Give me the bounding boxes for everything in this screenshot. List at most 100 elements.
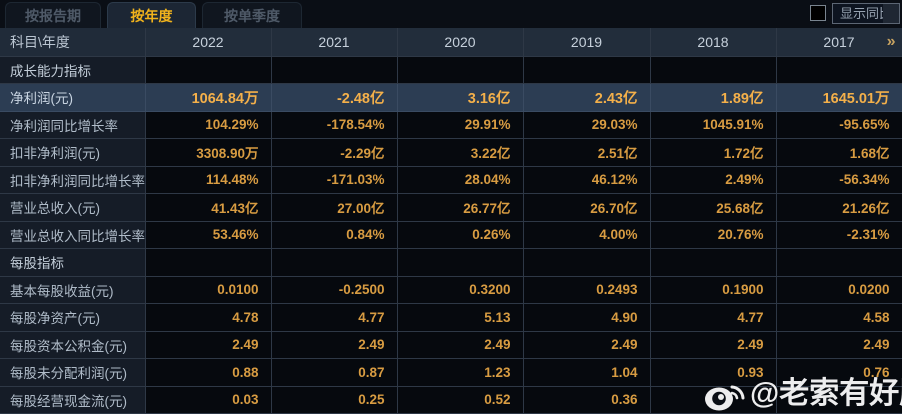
value-cell: 0.3200 bbox=[397, 276, 524, 304]
table-row: 营业总收入同比增长率 53.46% 0.84% 0.26% 4.00% 20.76% -2.… bbox=[0, 221, 902, 249]
value-cell: -2.48亿 bbox=[271, 83, 398, 112]
value-cell bbox=[776, 248, 902, 277]
value-cell: 0.88 bbox=[145, 358, 272, 387]
year-label: 2018 bbox=[697, 33, 729, 50]
value-cell: 114.48% bbox=[145, 166, 272, 194]
row-label: 净利润(元) bbox=[0, 83, 146, 112]
value-cell: 1.89亿 bbox=[650, 83, 777, 112]
tab-by-quarter[interactable]: 按单季度 bbox=[202, 2, 302, 28]
year-label: 2019 bbox=[570, 33, 603, 50]
value-cell: 0.26% bbox=[397, 221, 524, 249]
value-cell: -56.34% bbox=[776, 166, 902, 194]
value-cell bbox=[776, 56, 902, 84]
value-cell: 21.26亿 bbox=[776, 193, 902, 222]
section-label: 成长能力指标 bbox=[0, 56, 146, 84]
value-cell: -0.2500 bbox=[271, 276, 398, 304]
table-row: 扣非净利润(元) 3308.90万 -2.29亿 3.22亿 2.51亿 1.72亿 1.6… bbox=[0, 138, 902, 167]
value-cell: 5.13 bbox=[397, 303, 524, 332]
value-cell: 0.87 bbox=[271, 358, 398, 387]
value-cell: 0.93 bbox=[650, 358, 777, 387]
value-cell: 2.49 bbox=[650, 331, 777, 359]
value-cell: 0.1900 bbox=[650, 276, 777, 304]
value-cell: 1.72亿 bbox=[650, 138, 777, 167]
value-cell: 1064.84万 bbox=[145, 83, 272, 112]
value-cell: 26.77亿 bbox=[397, 193, 524, 222]
value-cell: 1045.91% bbox=[650, 111, 777, 139]
table-row: 扣非净利润同比增长率 114.48% -171.03% 28.04% 46.12% 2.4… bbox=[0, 166, 902, 194]
value-cell: 2.51亿 bbox=[523, 138, 651, 167]
value-cell bbox=[523, 56, 651, 84]
value-cell: 3.16亿 bbox=[397, 83, 524, 112]
value-cell bbox=[650, 56, 777, 84]
year-column-header: 2017 » bbox=[776, 28, 902, 57]
year-column-header: 2019 bbox=[523, 28, 651, 57]
value-cell: 2.49 bbox=[523, 331, 651, 359]
value-cell: 2.49 bbox=[776, 331, 902, 359]
show-yoy-button[interactable]: 显示同比 bbox=[832, 3, 900, 24]
show-yoy-checkbox[interactable] bbox=[810, 5, 826, 21]
value-cell: 1.04 bbox=[523, 358, 651, 387]
year-label: 2022 bbox=[192, 33, 224, 50]
value-cell: 3.22亿 bbox=[397, 138, 524, 167]
corner-header: 科目\年度 bbox=[0, 28, 146, 57]
value-cell: 28.04% bbox=[397, 166, 524, 194]
value-cell: 4.77 bbox=[271, 303, 398, 332]
section-label: 每股指标 bbox=[0, 248, 146, 277]
value-cell: 4.58 bbox=[776, 303, 902, 332]
value-cell: 2.49 bbox=[145, 331, 272, 359]
value-cell: -178.54% bbox=[271, 111, 398, 139]
value-cell bbox=[145, 248, 272, 277]
value-cell bbox=[145, 56, 272, 84]
table-row: 净利润(元) 1064.84万 -2.48亿 3.16亿 2.43亿 1.89亿 1645.… bbox=[0, 83, 902, 112]
table-row: 净利润同比增长率 104.29% -178.54% 29.91% 29.03% 1045.… bbox=[0, 111, 902, 139]
value-cell: 0.84% bbox=[271, 221, 398, 249]
value-cell bbox=[397, 56, 524, 84]
table-row: 营业总收入(元) 41.43亿 27.00亿 26.77亿 26.70亿 25.68亿 21… bbox=[0, 193, 902, 222]
table-row: 每股净资产(元) 4.78 4.77 5.13 4.90 4.77 4.58 bbox=[0, 303, 902, 332]
value-cell: 0.2493 bbox=[523, 276, 651, 304]
value-cell bbox=[271, 248, 398, 277]
value-cell: 29.91% bbox=[397, 111, 524, 139]
value-cell: 20.76% bbox=[650, 221, 777, 249]
row-label: 每股净资产(元) bbox=[0, 303, 146, 332]
value-cell: 2.43亿 bbox=[523, 83, 651, 112]
row-label: 扣非净利润同比增长率 bbox=[0, 166, 146, 194]
value-cell: 2.49 bbox=[271, 331, 398, 359]
value-cell: 1.68亿 bbox=[776, 138, 902, 167]
value-cell: 4.77 bbox=[650, 303, 777, 332]
value-cell: 2.49 bbox=[397, 331, 524, 359]
year-label: 2020 bbox=[444, 33, 476, 50]
value-cell: 0.0200 bbox=[776, 276, 902, 304]
tab-by-year[interactable]: 按年度 bbox=[107, 2, 196, 28]
value-cell: -171.03% bbox=[271, 166, 398, 194]
value-cell: 0.03 bbox=[145, 386, 272, 414]
value-cell: 25.68亿 bbox=[650, 193, 777, 222]
value-cell: 2.49% bbox=[650, 166, 777, 194]
value-cell bbox=[650, 248, 777, 277]
row-label: 每股经营现金流(元) bbox=[0, 386, 146, 414]
table-row: 基本每股收益(元) 0.0100 -0.2500 0.3200 0.2493 0.1900… bbox=[0, 276, 902, 304]
table-row: 每股资本公积金(元) 2.49 2.49 2.49 2.49 2.49 2.49 bbox=[0, 331, 902, 359]
value-cell: 1645.01万 bbox=[776, 83, 902, 112]
row-label: 扣非净利润(元) bbox=[0, 138, 146, 167]
year-label: 2017 bbox=[823, 33, 855, 50]
tab-by-report-period[interactable]: 按报告期 bbox=[5, 2, 101, 28]
row-label: 基本每股收益(元) bbox=[0, 276, 146, 304]
section-row: 成长能力指标 bbox=[0, 56, 902, 84]
value-cell: 0.25 bbox=[271, 386, 398, 414]
value-cell bbox=[776, 386, 902, 414]
value-cell: -2.29亿 bbox=[271, 138, 398, 167]
value-cell: -95.65% bbox=[776, 111, 902, 139]
value-cell: 26.70亿 bbox=[523, 193, 651, 222]
value-cell: 41.43亿 bbox=[145, 193, 272, 222]
value-cell: 0.0100 bbox=[145, 276, 272, 304]
value-cell: 46.12% bbox=[523, 166, 651, 194]
row-label: 每股未分配利润(元) bbox=[0, 358, 146, 387]
row-label: 营业总收入同比增长率 bbox=[0, 221, 146, 249]
value-cell bbox=[650, 386, 777, 414]
value-cell: 0.76 bbox=[776, 358, 902, 387]
value-cell: 29.03% bbox=[523, 111, 651, 139]
year-column-header: 2018 bbox=[650, 28, 777, 57]
more-years-icon[interactable]: » bbox=[886, 33, 896, 50]
